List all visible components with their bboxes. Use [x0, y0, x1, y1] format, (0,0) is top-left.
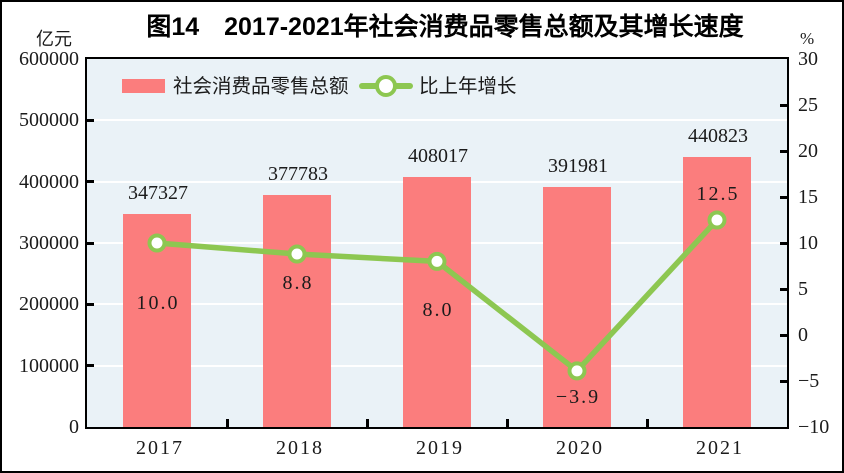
- left-axis-tick-label: 0: [69, 416, 79, 438]
- line-marker-2020: [567, 361, 587, 381]
- x-axis-tick: [225, 419, 229, 427]
- bar-2018: [263, 195, 331, 427]
- left-axis-tick: [87, 241, 94, 245]
- bar-value-label: 347327: [128, 181, 188, 204]
- left-axis-tick-label: 100000: [19, 354, 79, 377]
- right-axis-tick: [780, 103, 787, 107]
- left-axis-tick: [87, 364, 94, 368]
- bar-value-label: 440823: [688, 124, 748, 147]
- right-axis-tick-label: 25: [798, 94, 818, 116]
- right-axis-tick: [780, 333, 787, 337]
- growth-line: [156, 218, 720, 374]
- bar-value-label: 408017: [408, 144, 468, 167]
- bar-2021: [683, 156, 751, 427]
- right-axis-tick: [780, 287, 787, 291]
- growth-value-label: 8.0: [422, 299, 454, 322]
- left-axis-tick-label: 300000: [19, 232, 79, 254]
- chart-title: 图14 2017-2021年社会消费品零售总额及其增长速度: [146, 13, 744, 41]
- right-axis-tick-label: 0: [798, 324, 808, 346]
- right-axis-tick-label: 10: [798, 232, 818, 254]
- x-axis-tick-label: 2018: [276, 437, 324, 459]
- left-axis-tick: [87, 180, 94, 184]
- right-axis-unit-label: %: [800, 29, 815, 48]
- right-axis-tick: [780, 149, 787, 153]
- growth-line-layer: [147, 210, 727, 381]
- left-axis-tick-label: 600000: [19, 48, 79, 70]
- x-axis-tick: [645, 419, 649, 427]
- line-marker-2021: [707, 210, 727, 230]
- left-axis-tick-label: 400000: [19, 170, 79, 193]
- x-axis-tick: [505, 419, 509, 427]
- line-marker-2019: [427, 251, 447, 271]
- bar-2019: [403, 176, 471, 427]
- growth-value-label: 8.8: [282, 272, 314, 295]
- gridline: [87, 119, 787, 122]
- line-marker-2017: [147, 233, 167, 253]
- line-marker-2018: [287, 244, 307, 264]
- left-axis-unit-label: 亿元: [36, 29, 72, 49]
- x-axis-tick-label: 2019: [416, 437, 464, 459]
- left-axis-tick-label: 200000: [19, 293, 79, 316]
- right-axis-tick-label: 15: [798, 186, 818, 208]
- x-axis-tick-label: 2020: [556, 437, 604, 459]
- x-axis-tick-label: 2017: [136, 437, 184, 459]
- growth-value-label: −3.9: [555, 385, 601, 408]
- right-axis-tick-label: −5: [798, 370, 820, 392]
- right-axis-tick-label: 5: [798, 278, 808, 300]
- right-axis-tick: [780, 241, 787, 245]
- growth-value-label: 10.0: [136, 292, 180, 314]
- bar-value-label: 377783: [268, 163, 328, 186]
- left-axis-tick: [87, 118, 94, 122]
- right-axis-tick-label: 30: [798, 48, 818, 70]
- left-axis-tick: [87, 302, 94, 306]
- growth-value-label: 12.5: [696, 183, 740, 205]
- bar-value-label: 391981: [548, 154, 608, 177]
- right-axis-tick-label: −10: [798, 416, 830, 438]
- x-axis-tick: [365, 419, 369, 427]
- left-axis-tick-label: 500000: [19, 109, 79, 132]
- x-axis-tick-label: 2021: [696, 437, 744, 459]
- right-axis-tick: [780, 195, 787, 199]
- right-axis-tick-label: 20: [798, 140, 818, 162]
- right-axis-tick: [780, 379, 787, 383]
- bar-2020: [543, 186, 611, 427]
